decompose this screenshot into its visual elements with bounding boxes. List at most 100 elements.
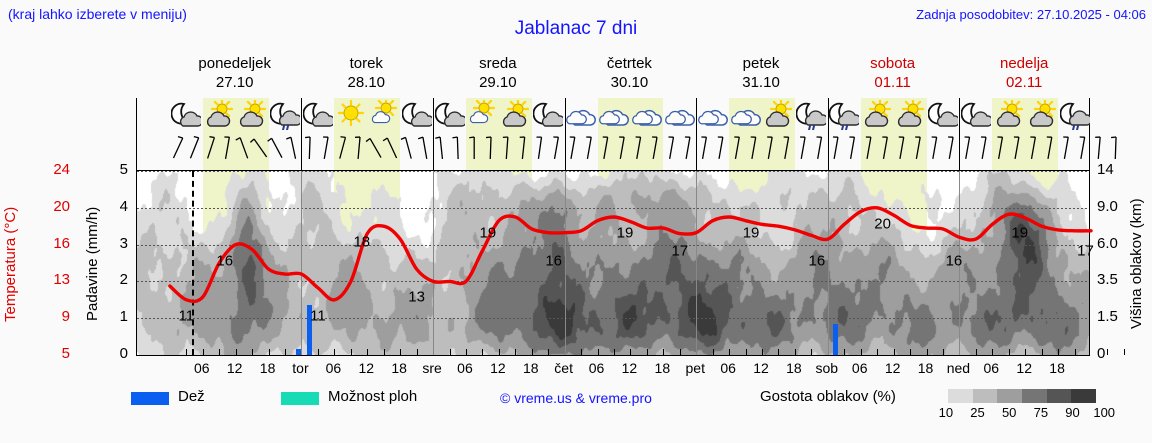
hour-tick <box>745 349 747 355</box>
day-header-četrtek: četrtek 30.10 <box>564 50 696 98</box>
day-date: 31.10 <box>742 74 780 91</box>
hour-tick <box>679 349 681 355</box>
day-header-ponedeljek: ponedeljek 27.10 <box>169 50 301 98</box>
day-date: 01.11 <box>874 74 911 91</box>
weather-icon-moon-cloud <box>170 100 204 130</box>
hour-tick <box>877 349 879 355</box>
hour-tick <box>992 349 994 355</box>
hour-tick <box>663 349 665 355</box>
x-axis-label: 12 <box>753 360 769 376</box>
hour-tick <box>910 349 912 355</box>
x-axis-label: 18 <box>522 360 539 376</box>
precipitation-tick: 3 <box>119 234 128 252</box>
hour-tick <box>794 349 796 355</box>
temperature-value-label: 19 <box>1011 224 1029 242</box>
showers-legend-label: Možnost ploh <box>328 388 418 405</box>
hour-tick <box>317 349 319 355</box>
cloud-density-colorbar-ticks: 10 25 50 75 90 100 <box>930 405 1120 420</box>
day-separator <box>564 98 566 170</box>
weather-icon-moon-cloud <box>434 100 467 130</box>
cloud-density-tick: 25 <box>970 405 985 420</box>
cloudheight-tick: 1.5 <box>1097 308 1118 326</box>
wind-barb-row <box>172 135 1117 160</box>
hour-tick <box>597 349 599 355</box>
weather-icon-sun <box>336 99 366 130</box>
precipitation-tick: 1 <box>119 308 128 326</box>
hour-tick <box>219 349 221 355</box>
hour-tick <box>531 349 533 355</box>
weather-icon-cloud <box>599 100 629 130</box>
cloud-density-field <box>137 171 1089 355</box>
cloud-density-tick: 50 <box>1001 405 1017 420</box>
horizontal-gridline <box>137 244 1089 246</box>
hour-tick <box>844 349 846 355</box>
x-axis-label: 18 <box>917 360 934 376</box>
day-header-sreda: sreda 29.10 <box>432 50 564 98</box>
cloud-density-swatch <box>1046 389 1072 403</box>
weather-icon-sun-cloud-small <box>467 96 497 130</box>
x-axis-label: 06 <box>588 360 605 376</box>
hour-tick <box>975 349 977 355</box>
x-axis-label: 12 <box>358 360 375 376</box>
cloud-density-tick: 75 <box>1033 405 1049 420</box>
vertical-gridline <box>433 171 435 355</box>
location-menu-note: (kraj lahko izberete v meniju) <box>8 6 187 22</box>
daylight-band <box>597 98 664 170</box>
hour-tick <box>515 349 517 355</box>
precipitation-axis-title: Padavine (mm/h) <box>84 206 101 322</box>
precipitation-tick: 2 <box>119 271 128 289</box>
hour-tick <box>367 349 369 355</box>
temperature-value-label: 16 <box>545 252 563 270</box>
temperature-value-label: 19 <box>479 224 497 242</box>
cloud-density-swatch <box>997 389 1023 403</box>
x-axis-label: 18 <box>786 360 802 376</box>
cloud-density-colorbar <box>948 389 1097 403</box>
temperature-value-label: 13 <box>408 288 425 306</box>
cloudheight-tick: 14 <box>1097 161 1114 178</box>
current-time-marker <box>191 171 194 355</box>
day-name: ponedeljek <box>198 55 271 72</box>
hour-tick <box>762 349 764 355</box>
hour-tick <box>860 349 862 355</box>
x-axis-label: 18 <box>1049 360 1065 376</box>
hour-tick <box>1025 349 1027 355</box>
last-updated-label: Zadnja posodobitev: 27.10.2025 - 04:06 <box>916 7 1146 22</box>
hour-tick <box>811 349 813 355</box>
hour-tick <box>1041 349 1043 355</box>
hour-tick <box>1008 349 1010 355</box>
hour-tick <box>630 349 632 355</box>
hour-tick <box>252 349 254 355</box>
hour-tick <box>778 349 780 355</box>
weather-icon-cloud <box>632 100 662 130</box>
weather-icon-sun-cloud <box>763 97 793 130</box>
weather-icon-sun-cloud <box>994 97 1024 130</box>
cloud-density-tick: 90 <box>1065 405 1080 420</box>
cloud-density-tick: 10 <box>938 405 954 420</box>
x-axis-label: čet <box>554 360 573 376</box>
day-header-petek: petek 31.10 <box>695 50 827 98</box>
showers-legend-swatch <box>281 392 319 405</box>
temperature-value-label: 17 <box>671 242 689 260</box>
vertical-gridline <box>827 171 829 355</box>
x-axis-label: 06 <box>720 360 736 376</box>
precipitation-tick: 5 <box>119 161 128 178</box>
hour-tick <box>416 349 418 355</box>
day-name: sreda <box>479 55 517 72</box>
cloudheight-tick: 0 <box>1097 345 1106 362</box>
cloud-density-swatch <box>1071 389 1097 403</box>
vertical-gridline <box>564 171 566 355</box>
temperature-tick: 9 <box>61 308 70 326</box>
day-date: 29.10 <box>479 74 517 91</box>
x-axis-label: pet <box>685 360 705 376</box>
hour-tick <box>1107 349 1109 355</box>
hour-tick <box>482 349 484 355</box>
day-name: petek <box>742 55 780 72</box>
vertical-gridline <box>959 171 961 355</box>
x-axis-label: 06 <box>457 360 473 376</box>
hour-tick <box>581 349 583 355</box>
temperature-value-label: 17 <box>1077 242 1094 260</box>
x-axis-label: 06 <box>325 360 342 376</box>
rain-bar <box>833 323 839 355</box>
hour-tick <box>285 349 287 355</box>
temperature-value-label: 11 <box>310 307 326 325</box>
